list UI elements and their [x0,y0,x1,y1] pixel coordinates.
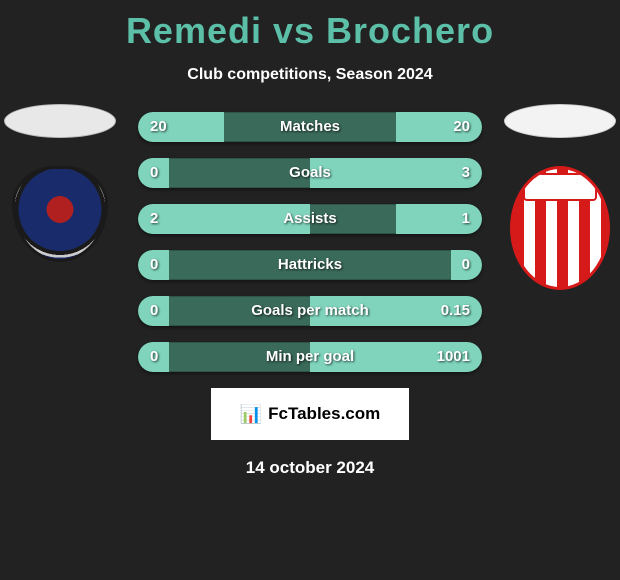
stat-row: 2020Matches [138,112,482,142]
stat-row: 01001Min per goal [138,342,482,372]
stat-label: Goals per match [138,296,482,326]
page-title: Remedi vs Brochero [0,0,620,52]
player-left-column [0,104,120,262]
subtitle: Club competitions, Season 2024 [0,66,620,84]
stat-label: Matches [138,112,482,142]
footer-brand-box: 📊 FcTables.com [211,388,409,440]
chart-icon: 📊 [240,405,262,423]
comparison-content: 2020Matches 03Goals 21Assists 00Hattricks 00… [0,112,620,372]
player-right-column [500,104,620,290]
stat-label: Min per goal [138,342,482,372]
brand-text: FcTables.com [268,404,380,424]
stat-label: Hattricks [138,250,482,280]
stat-row: 00Hattricks [138,250,482,280]
stats-bars: 2020Matches 03Goals 21Assists 00Hattricks 00… [138,112,482,372]
stat-label: Assists [138,204,482,234]
stat-row: 00.15Goals per match [138,296,482,326]
stat-row: 03Goals [138,158,482,188]
club-badge-left [12,166,108,262]
stat-label: Goals [138,158,482,188]
club-badge-right [510,166,610,290]
player-right-photo-placeholder [504,104,616,138]
player-left-photo-placeholder [4,104,116,138]
footer-date: 14 october 2024 [0,458,620,478]
stat-row: 21Assists [138,204,482,234]
